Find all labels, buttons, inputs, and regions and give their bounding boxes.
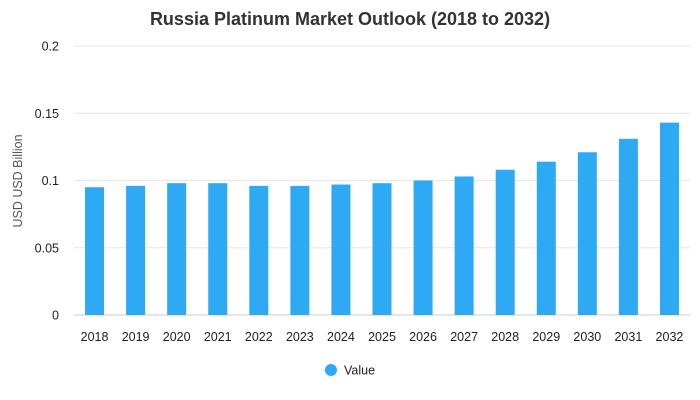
x-tick-label: 2020: [163, 330, 191, 344]
x-tick-label: 2023: [286, 330, 314, 344]
bar-2018[interactable]: [85, 187, 105, 315]
y-tick-label: 0.15: [35, 107, 59, 121]
x-tick-label: 2028: [491, 330, 519, 344]
bar-2025[interactable]: [372, 183, 392, 315]
bar-2023[interactable]: [290, 185, 310, 315]
x-tick-label: 2030: [573, 330, 601, 344]
chart-title: Russia Platinum Market Outlook (2018 to …: [150, 9, 550, 29]
bar-2020[interactable]: [167, 183, 187, 315]
legend-swatch-value: [325, 364, 337, 376]
x-tick-label: 2018: [81, 330, 109, 344]
bar-2019[interactable]: [126, 185, 146, 315]
y-tick-label: 0.05: [35, 241, 59, 255]
x-tick-label: 2026: [409, 330, 437, 344]
x-axis-ticks: 2018 2019 2020 2021 2022 2023 2024 2025 2026 2027…: [81, 330, 684, 344]
y-tick-label: 0: [52, 309, 59, 323]
bar-2027[interactable]: [454, 176, 474, 315]
x-tick-label: 2022: [245, 330, 273, 344]
bar-2022[interactable]: [249, 185, 269, 315]
bar-2032[interactable]: [659, 122, 679, 315]
y-axis-title: USD USD Billion: [11, 134, 25, 227]
bar-2021[interactable]: [208, 183, 228, 315]
x-tick-label: 2021: [204, 330, 232, 344]
bar-2028[interactable]: [495, 169, 515, 315]
bar-2030[interactable]: [577, 152, 597, 315]
legend[interactable]: Value: [325, 364, 375, 378]
x-tick-label: 2025: [368, 330, 396, 344]
x-tick-label: 2031: [614, 330, 642, 344]
y-tick-label: 0.1: [42, 174, 59, 188]
x-tick-label: 2029: [532, 330, 560, 344]
y-axis-ticks: 0 0.05 0.1 0.15 0.2: [35, 40, 59, 323]
bar-2024[interactable]: [331, 184, 351, 315]
x-tick-label: 2032: [656, 330, 684, 344]
y-tick-label: 0.2: [42, 40, 59, 54]
x-tick-label: 2024: [327, 330, 355, 344]
x-tick-label: 2027: [450, 330, 478, 344]
bars: [85, 122, 679, 316]
bar-2026[interactable]: [413, 180, 433, 316]
legend-label-value: Value: [344, 364, 375, 378]
bar-2029[interactable]: [536, 161, 556, 315]
x-tick-label: 2019: [122, 330, 150, 344]
bar-2031[interactable]: [618, 138, 638, 315]
